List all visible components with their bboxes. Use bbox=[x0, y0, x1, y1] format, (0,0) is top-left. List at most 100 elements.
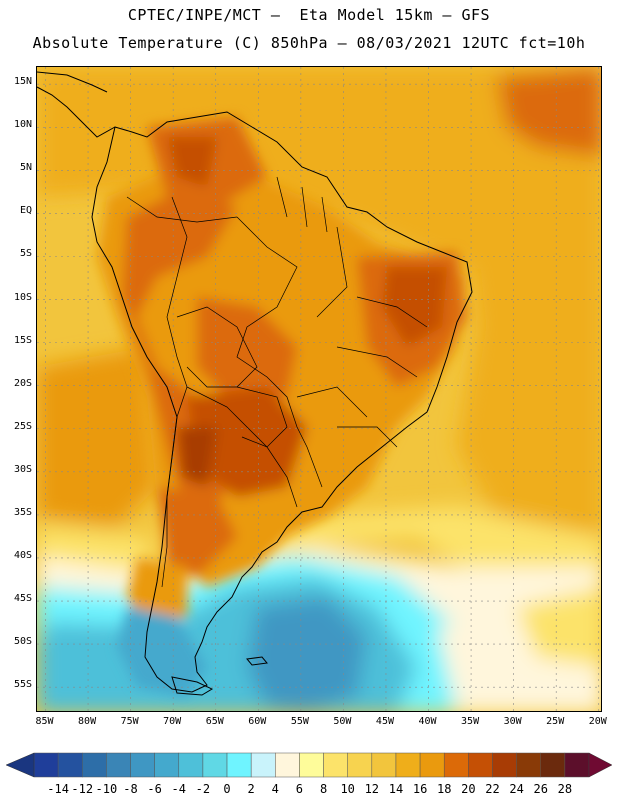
lon-tick-label: 20W bbox=[588, 716, 607, 727]
lon-tick-label: 35W bbox=[461, 716, 480, 727]
colorbar-tick-label: 26 bbox=[533, 782, 548, 796]
colorbar-tick-label: 16 bbox=[412, 782, 428, 796]
colorbar-tick-label: -8 bbox=[123, 782, 138, 796]
colorbar-tick-label: 28 bbox=[557, 782, 573, 796]
lat-tick-label: 30S bbox=[13, 463, 32, 475]
field-core-cold bbox=[247, 597, 367, 711]
lat-tick-label: 45S bbox=[13, 593, 32, 605]
lat-tick-label: 25S bbox=[13, 420, 32, 432]
lat-tick-label: 55S bbox=[13, 679, 32, 691]
colorbar-cell bbox=[250, 752, 276, 778]
tierra-del-fuego bbox=[171, 676, 214, 696]
lat-tick-label: EQ bbox=[19, 205, 32, 217]
lon-tick-label: 50W bbox=[333, 716, 352, 727]
colorbar-tick-label: -4 bbox=[171, 782, 186, 796]
colorbar-cell bbox=[82, 752, 107, 778]
colorbar-tick-label: 22 bbox=[485, 782, 500, 796]
border-brazil-west bbox=[236, 216, 323, 488]
colorbar-cell bbox=[106, 752, 131, 778]
colorbar-cell bbox=[275, 752, 300, 778]
lon-tick-label: 40W bbox=[418, 716, 437, 727]
colorbar-cell bbox=[130, 752, 155, 778]
field-north-warm bbox=[37, 67, 601, 287]
colorbar-tick-label: -10 bbox=[95, 782, 118, 796]
colorbar-tick-label: 4 bbox=[271, 782, 279, 796]
lat-tick-label: 35S bbox=[13, 506, 32, 518]
temperature-field-svg bbox=[37, 67, 601, 711]
colorbar-cell bbox=[323, 752, 348, 778]
field-ne-hot bbox=[497, 67, 601, 157]
lon-tick-label: 65W bbox=[205, 716, 224, 727]
field-land-patagonia bbox=[127, 557, 187, 627]
colorbar-cell bbox=[226, 752, 252, 778]
lon-tick-label: 85W bbox=[35, 716, 54, 727]
lon-tick-label: 80W bbox=[78, 716, 97, 727]
colorbar-cell bbox=[347, 752, 373, 778]
lon-tick-label: 75W bbox=[120, 716, 139, 727]
colorbar-cell bbox=[57, 752, 83, 778]
caribbean-coast bbox=[37, 71, 108, 93]
border-brazil-states bbox=[296, 226, 428, 448]
colorbar-cell bbox=[443, 752, 469, 778]
colorbar-cell bbox=[33, 752, 59, 778]
colorbar-cell bbox=[516, 752, 541, 778]
colorbar-cell bbox=[371, 752, 397, 778]
map-title-line2: Absolute Temperature (C) 850hPa – 08/03/… bbox=[32, 34, 586, 52]
colorbar-cell bbox=[419, 752, 445, 778]
temperature-map bbox=[36, 66, 602, 712]
falkland-islands bbox=[246, 656, 268, 666]
colorbar-tick-label: 0 bbox=[223, 782, 231, 796]
colorbar-high-arrow bbox=[588, 752, 613, 778]
colorbar-tick-label: 8 bbox=[319, 782, 328, 796]
lon-tick-label: 25W bbox=[546, 716, 565, 727]
colorbar-tick-label: 10 bbox=[340, 782, 355, 796]
colorbar-cell bbox=[395, 752, 421, 778]
colorbar-tick-label: 14 bbox=[388, 782, 404, 796]
field-east-atlantic bbox=[457, 217, 601, 586]
colorbar-cells bbox=[33, 752, 590, 778]
field-land-andes-hot bbox=[167, 137, 217, 187]
colorbar-tick-label: -14 bbox=[47, 782, 69, 796]
lat-tick-label: 5N bbox=[19, 162, 32, 174]
colorbar-tick-label: 2 bbox=[247, 782, 255, 796]
coastline bbox=[37, 71, 473, 696]
field-land-chaco bbox=[187, 387, 307, 497]
country-borders bbox=[126, 176, 428, 588]
border-guianas bbox=[276, 176, 328, 233]
lat-tick-label: 50S bbox=[13, 636, 32, 648]
field-land-southern-tip bbox=[117, 607, 207, 697]
border-paraguay bbox=[236, 386, 288, 448]
colorbar-cell bbox=[468, 752, 493, 778]
lat-lon-grid bbox=[37, 67, 601, 711]
map-title-line1: CPTEC/INPE/MCT – Eta Model 15km – GFS bbox=[127, 6, 491, 24]
colorbar-cell bbox=[492, 752, 517, 778]
lon-tick-label: 70W bbox=[163, 716, 182, 727]
colorbar-low-arrow bbox=[5, 752, 35, 778]
lat-tick-label: 5S bbox=[19, 248, 32, 260]
lon-tick-label: 30W bbox=[503, 716, 522, 727]
colorbar-tick-label: 6 bbox=[295, 782, 304, 796]
colorbar-cell bbox=[202, 752, 228, 778]
lon-tick-label: 45W bbox=[375, 716, 394, 727]
field-land-argentina bbox=[157, 487, 237, 577]
field-land-hot-center bbox=[197, 297, 297, 407]
colorbar-tick-label: 20 bbox=[461, 782, 476, 796]
colorbar-cell bbox=[154, 752, 180, 778]
lat-tick-label: 15S bbox=[13, 334, 32, 346]
colorbar-tick-label: -12 bbox=[71, 782, 94, 796]
field-land-northeast-core bbox=[382, 267, 447, 347]
central-america-coast bbox=[37, 86, 116, 138]
colorbar-cell bbox=[299, 752, 324, 778]
lon-tick-label: 60W bbox=[248, 716, 267, 727]
south-america-coast bbox=[91, 111, 473, 693]
lat-tick-label: 20S bbox=[13, 377, 32, 389]
colorbar-tick-label: -2 bbox=[195, 782, 211, 796]
colorbar-tick-label: 12 bbox=[364, 782, 380, 796]
border-bolivia bbox=[176, 306, 258, 388]
field-west-pacific bbox=[37, 347, 157, 527]
lat-tick-label: 10S bbox=[13, 291, 32, 303]
lat-tick-label: 40S bbox=[13, 549, 32, 561]
colorbar-tick-label: -6 bbox=[147, 782, 162, 796]
colorbar-cell bbox=[178, 752, 204, 778]
lon-tick-label: 55W bbox=[290, 716, 309, 727]
